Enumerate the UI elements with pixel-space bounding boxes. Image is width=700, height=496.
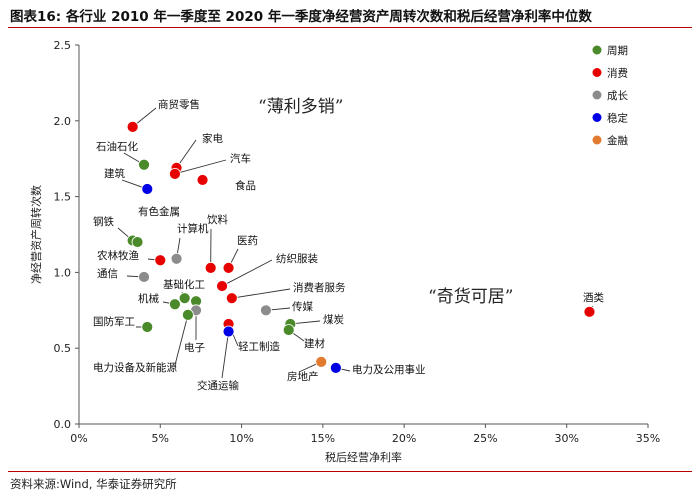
legend-label: 金融 bbox=[607, 134, 628, 147]
legend-marker-finance bbox=[592, 135, 602, 145]
report-header: 图表16: 各行业 2010 年一季度至 2020 年一季度净经营资产周转次数和… bbox=[0, 0, 700, 28]
point-label: 计算机 bbox=[177, 222, 209, 235]
legend-marker-cycle bbox=[592, 45, 602, 55]
figure-title: 图表16: 各行业 2010 年一季度至 2020 年一季度净经营资产周转次数和… bbox=[10, 9, 592, 25]
point-label: 汽车 bbox=[230, 152, 251, 165]
x-tick-label: 20% bbox=[392, 432, 416, 445]
point-cycle bbox=[178, 292, 191, 305]
point-label: 纺织服装 bbox=[276, 252, 318, 265]
y-tick-label: 1.0 bbox=[54, 266, 72, 279]
point-cycle bbox=[169, 298, 181, 311]
point-label: 食品 bbox=[235, 179, 256, 192]
point-consumer bbox=[583, 305, 596, 318]
legend-marker-consumer bbox=[592, 68, 602, 77]
point-growth bbox=[138, 271, 150, 283]
point-label: 有色金属 bbox=[138, 205, 180, 218]
legend-marker-growth bbox=[592, 90, 602, 100]
point-finance bbox=[315, 355, 328, 368]
x-tick-label: 10% bbox=[229, 432, 253, 445]
point-cycle bbox=[182, 308, 194, 321]
point-label: 建筑 bbox=[104, 167, 125, 180]
point-stable bbox=[222, 325, 235, 338]
point-consumer bbox=[126, 120, 139, 133]
leader-line bbox=[174, 314, 189, 366]
point-label: 钢铁 bbox=[93, 215, 114, 228]
scatter-chart: 0% 5% 10% 15% 20% 25% 30% 35% 0.0 0.5 1.0 1.5 2.0 2.5… bbox=[29, 39, 660, 464]
point-cycle bbox=[131, 236, 144, 248]
x-axis-title: 税后经营净利率 bbox=[325, 450, 402, 464]
point-label: 煤炭 bbox=[323, 313, 344, 326]
y-axis-title: 净经营资产周转次数 bbox=[29, 185, 43, 284]
source-note: 资料来源:Wind, 华泰证券研究所 bbox=[10, 477, 177, 491]
x-tick-label: 15% bbox=[311, 432, 335, 445]
legend-label: 稳定 bbox=[607, 112, 628, 125]
point-label: 轻工制造 bbox=[238, 340, 280, 353]
legend-marker-stable bbox=[592, 113, 602, 122]
footer-divider bbox=[8, 471, 692, 472]
annotation-thin-margin: “薄利多销” bbox=[258, 97, 343, 117]
x-tick-label: 0% bbox=[70, 432, 87, 445]
point-label: 电子 bbox=[184, 341, 205, 354]
legend-label: 消费 bbox=[607, 67, 628, 80]
point-label: 饮料 bbox=[207, 213, 228, 226]
point-stable bbox=[329, 362, 342, 374]
point-growth bbox=[260, 304, 272, 317]
x-tick-label: 5% bbox=[152, 432, 169, 445]
point-cycle bbox=[141, 321, 154, 333]
point-label: 酒类 bbox=[583, 291, 604, 304]
point-consumer bbox=[204, 261, 217, 274]
point-label: 商贸零售 bbox=[158, 98, 200, 111]
point-label: 机械 bbox=[138, 292, 159, 305]
point-label: 通信 bbox=[97, 268, 118, 280]
point-consumer bbox=[222, 261, 235, 274]
point-consumer bbox=[154, 254, 167, 267]
x-tick-label: 25% bbox=[473, 432, 497, 445]
y-tick-label: 2.5 bbox=[54, 39, 72, 52]
point-stable bbox=[141, 183, 154, 195]
x-tick-label: 30% bbox=[554, 432, 578, 445]
point-label: 石油石化 bbox=[96, 140, 138, 153]
x-tick-label: 35% bbox=[636, 432, 660, 445]
point-label: 基础化工 bbox=[163, 278, 205, 291]
point-consumer bbox=[216, 280, 228, 292]
point-label: 家电 bbox=[202, 132, 223, 145]
header-divider bbox=[8, 27, 692, 28]
leader-line bbox=[231, 288, 291, 299]
point-label: 电力及公用事业 bbox=[352, 363, 426, 376]
point-growth bbox=[170, 252, 183, 265]
point-label: 交通运输 bbox=[197, 379, 239, 392]
annotation-scarce-goods: “奇货可居” bbox=[428, 287, 513, 307]
legend-label: 成长 bbox=[607, 90, 628, 102]
point-consumer bbox=[169, 167, 181, 180]
point-label: 医药 bbox=[237, 235, 258, 247]
point-label: 国防军工 bbox=[93, 315, 135, 328]
point-label: 建材 bbox=[304, 337, 325, 350]
point-label: 电力设备及新能源 bbox=[93, 361, 177, 374]
point-label: 传媒 bbox=[292, 300, 313, 313]
leader-line bbox=[221, 259, 273, 287]
y-tick-label: 0.0 bbox=[54, 418, 72, 431]
point-label: 农林牧渔 bbox=[97, 249, 139, 262]
point-consumer bbox=[196, 174, 209, 186]
y-tick-label: 0.5 bbox=[54, 342, 72, 355]
y-tick-label: 2.0 bbox=[54, 115, 72, 128]
leader-line bbox=[221, 331, 230, 379]
point-cycle bbox=[282, 324, 295, 336]
point-label: 房地产 bbox=[287, 370, 319, 383]
point-cycle bbox=[138, 158, 150, 171]
legend-label: 周期 bbox=[607, 45, 628, 57]
y-tick-label: 1.5 bbox=[54, 191, 72, 204]
point-consumer bbox=[225, 292, 238, 305]
leader-line bbox=[174, 159, 227, 175]
point-label: 消费者服务 bbox=[293, 281, 346, 294]
